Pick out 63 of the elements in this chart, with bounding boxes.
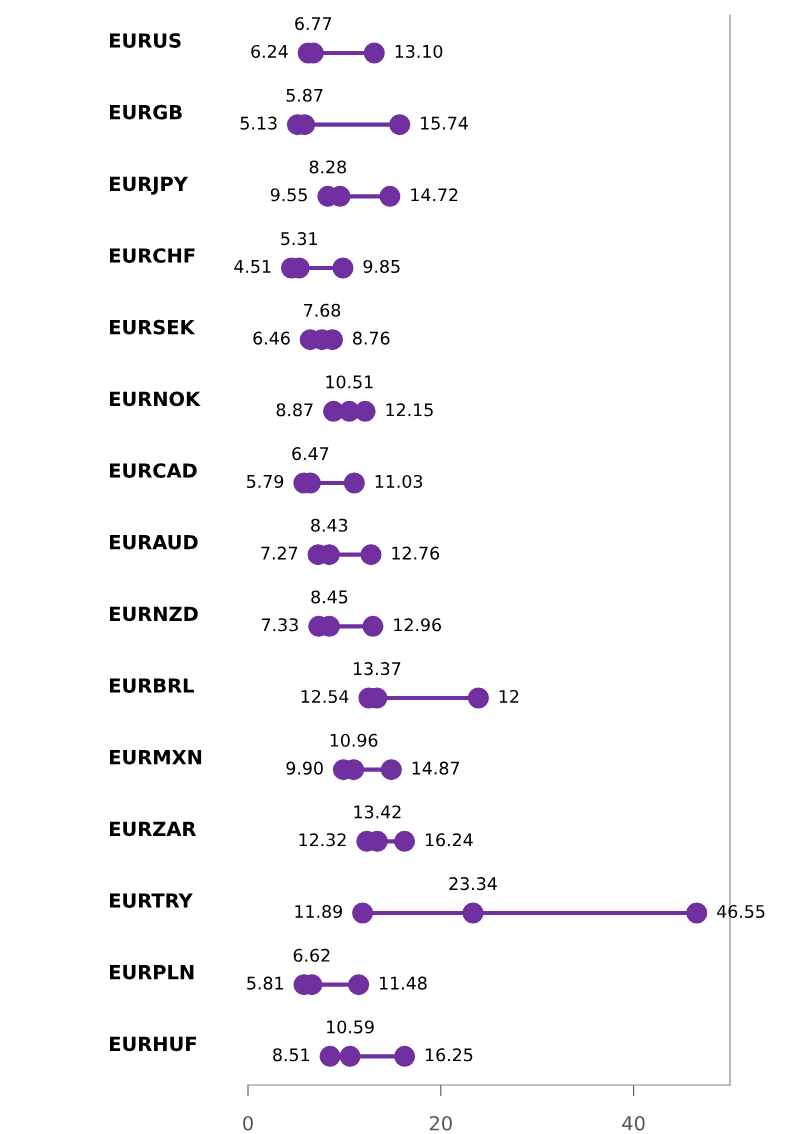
y-tick-label: EURSEK — [110, 319, 196, 335]
y-tick-label: EURGB — [110, 104, 182, 120]
data-label: 8.51 — [273, 1048, 309, 1062]
data-label: 8.43 — [311, 518, 348, 532]
data-label: 9.90 — [286, 761, 323, 775]
data-label: 7.27 — [261, 546, 298, 560]
y-tick-label: EURNZD — [110, 606, 198, 622]
data-label: 6.62 — [293, 948, 330, 962]
data-label: 12.96 — [394, 618, 441, 632]
data-label: 9.85 — [363, 259, 400, 274]
data-label: 13.37 — [353, 662, 401, 676]
data-label: 5.87 — [286, 88, 323, 102]
data-label: 4.51 — [234, 260, 271, 274]
data-label: 15.74 — [421, 116, 468, 130]
data-label: 7.33 — [261, 618, 298, 632]
data-label: 12.15 — [386, 403, 433, 417]
data-label: 16.25 — [426, 1048, 473, 1062]
x-tick-label: 0 — [243, 1115, 253, 1131]
annotation: 12 — [499, 689, 519, 703]
y-tick-label: EURZAR — [110, 821, 196, 837]
y-tick-label: EURAUD — [110, 535, 198, 550]
data-label: 5.13 — [240, 116, 277, 130]
data-label: 14.87 — [412, 761, 460, 775]
data-label: 10.59 — [327, 1020, 374, 1034]
y-tick-label: EURHUF — [110, 1036, 196, 1052]
y-tick-label: EURCAD — [110, 463, 197, 478]
data-label: 5.31 — [281, 232, 317, 246]
data-label: 11.03 — [375, 474, 423, 489]
data-label: 11.48 — [380, 976, 427, 990]
y-tick-label: EURMXN — [110, 750, 202, 765]
data-label: 10.96 — [330, 733, 378, 747]
x-tick-label: 20 — [429, 1115, 452, 1131]
data-label: 16.24 — [425, 833, 473, 847]
data-label: 12.54 — [301, 689, 349, 704]
data-label: 6.47 — [292, 447, 329, 461]
y-tick-label: EURNOK — [110, 391, 201, 407]
data-label: 13.10 — [395, 44, 443, 59]
data-label: 12.76 — [392, 546, 440, 560]
data-label: 8.28 — [309, 160, 346, 174]
data-label: 5.79 — [247, 474, 284, 489]
data-label: 8.76 — [353, 331, 390, 345]
data-label: 5.81 — [247, 976, 283, 990]
data-label: 9.55 — [270, 188, 307, 202]
data-label: 14.72 — [411, 188, 458, 202]
data-label: 13.42 — [354, 805, 401, 819]
y-tick-label: EURCHF — [110, 248, 195, 263]
data-label: 8.45 — [311, 590, 348, 604]
data-label: 10.51 — [326, 375, 373, 389]
x-tick-label: 40 — [622, 1115, 645, 1131]
y-tick-label: EURUS — [110, 33, 181, 48]
y-tick-label: EURPLN — [110, 965, 194, 980]
data-label: 11.89 — [295, 904, 342, 919]
data-label: 6.46 — [253, 331, 290, 345]
data-label: 6.24 — [251, 44, 288, 59]
data-label: 12.32 — [299, 833, 346, 847]
y-tick-label: EURTRY — [110, 893, 193, 908]
data-label: 7.68 — [304, 303, 341, 317]
data-label: 8.87 — [276, 403, 313, 417]
data-label: 46.55 — [717, 904, 765, 919]
y-tick-label: EURJPY — [110, 176, 189, 195]
data-label: 23.34 — [449, 877, 497, 891]
data-label: 6.77 — [295, 17, 332, 31]
y-tick-label: EURBRL — [110, 678, 194, 693]
